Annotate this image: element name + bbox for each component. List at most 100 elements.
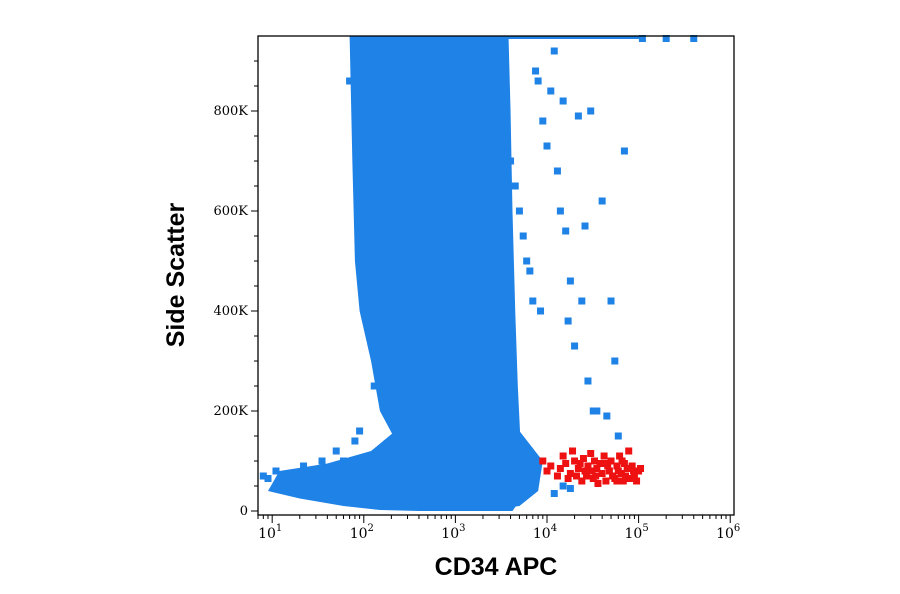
y-axis: 0 200K 400K 600K 800K (213, 60, 258, 519)
main-population-base (267, 411, 543, 511)
event-point-blue (547, 87, 555, 95)
plot-frame (257, 35, 735, 516)
event-point-blue (593, 407, 601, 415)
event-point-red (543, 467, 551, 475)
event-point-blue (578, 297, 586, 305)
y-axis-title: Side Scatter (162, 202, 190, 347)
event-point-blue (351, 437, 359, 445)
event-point-blue (550, 47, 558, 55)
event-point-red (581, 467, 589, 475)
event-point-red (613, 462, 621, 470)
x-tick-label: 103 (441, 523, 465, 542)
event-point-red (539, 457, 547, 465)
event-point-blue (356, 427, 364, 435)
event-point-blue (519, 232, 527, 240)
event-point-red (633, 477, 641, 485)
event-point-blue (584, 377, 592, 385)
x-tick-label: 104 (533, 523, 557, 542)
event-point-red (623, 465, 631, 472)
event-point-blue (690, 35, 698, 42)
event-point-blue (562, 227, 570, 235)
y-tick-label: 200K (213, 404, 248, 419)
event-point-red (553, 472, 561, 480)
event-point-blue (488, 67, 496, 75)
event-point-blue (571, 342, 579, 350)
event-point-blue (346, 77, 354, 85)
event-point-blue (420, 42, 428, 50)
event-point-blue (543, 142, 551, 150)
x-axis: 101 102 103 104 105 106 (257, 515, 740, 542)
event-point-blue (603, 412, 611, 420)
event-point-blue (611, 357, 619, 365)
event-point-blue (566, 277, 574, 285)
event-point-red (625, 447, 633, 455)
event-point-blue (332, 447, 340, 455)
event-point-blue (300, 462, 308, 470)
event-point-blue (662, 35, 670, 42)
event-point-blue (507, 157, 515, 165)
event-point-red (618, 457, 626, 465)
x-axis-title: CD34 APC (435, 553, 558, 581)
event-point-red (579, 455, 587, 462)
event-point-blue (553, 167, 561, 175)
event-point-red (592, 472, 600, 480)
event-point-blue (309, 477, 317, 485)
event-point-blue (614, 432, 622, 440)
event-point-blue (403, 332, 411, 340)
x-tick-label: 105 (625, 523, 649, 542)
event-point-blue (550, 490, 558, 497)
event-point-red (600, 452, 608, 460)
event-point-blue (367, 257, 375, 265)
event-point-blue (323, 467, 331, 475)
event-point-blue (607, 297, 615, 305)
event-point-blue (318, 457, 326, 465)
y-tick-label: 400K (213, 304, 248, 319)
event-point-blue (581, 222, 589, 230)
event-point-red (598, 470, 606, 477)
event-point-red (578, 477, 586, 485)
event-point-blue (413, 102, 421, 110)
event-point-blue (598, 197, 606, 205)
event-point-red (637, 465, 645, 472)
saturation-band (420, 36, 643, 39)
event-point-red (605, 467, 613, 475)
event-point-blue (559, 97, 567, 105)
event-point-blue (364, 177, 372, 185)
event-point-blue (259, 472, 267, 480)
event-point-blue (564, 317, 572, 325)
event-point-blue (529, 297, 537, 305)
y-tick-label: 0 (240, 504, 248, 519)
event-point-red (564, 475, 572, 482)
event-point-red (594, 480, 602, 487)
event-point-blue (523, 257, 531, 265)
event-point-blue (339, 457, 347, 465)
event-point-blue (415, 117, 423, 125)
event-point-blue (264, 475, 272, 482)
y-tick-label: 600K (213, 204, 248, 219)
event-point-blue (501, 97, 509, 105)
event-point-blue (534, 77, 542, 85)
x-tick-label: 101 (258, 523, 282, 542)
event-point-red (602, 477, 610, 485)
event-point-blue (422, 127, 430, 135)
data-points (259, 35, 698, 511)
event-point-red (547, 462, 555, 470)
event-point-blue (559, 482, 567, 490)
event-point-blue (526, 267, 534, 275)
event-point-blue (398, 357, 406, 365)
event-point-blue (532, 67, 540, 75)
event-point-blue (417, 57, 425, 65)
event-point-blue (495, 82, 503, 90)
event-point-blue (511, 182, 519, 190)
event-point-blue (272, 467, 280, 475)
event-point-blue (515, 207, 523, 215)
event-point-red (616, 452, 624, 460)
event-point-red (573, 472, 581, 480)
event-point-blue (370, 382, 378, 390)
event-point-blue (376, 232, 384, 240)
event-point-red (562, 460, 570, 467)
event-point-blue (589, 407, 597, 415)
event-point-red (622, 472, 630, 480)
event-point-red (619, 477, 627, 485)
